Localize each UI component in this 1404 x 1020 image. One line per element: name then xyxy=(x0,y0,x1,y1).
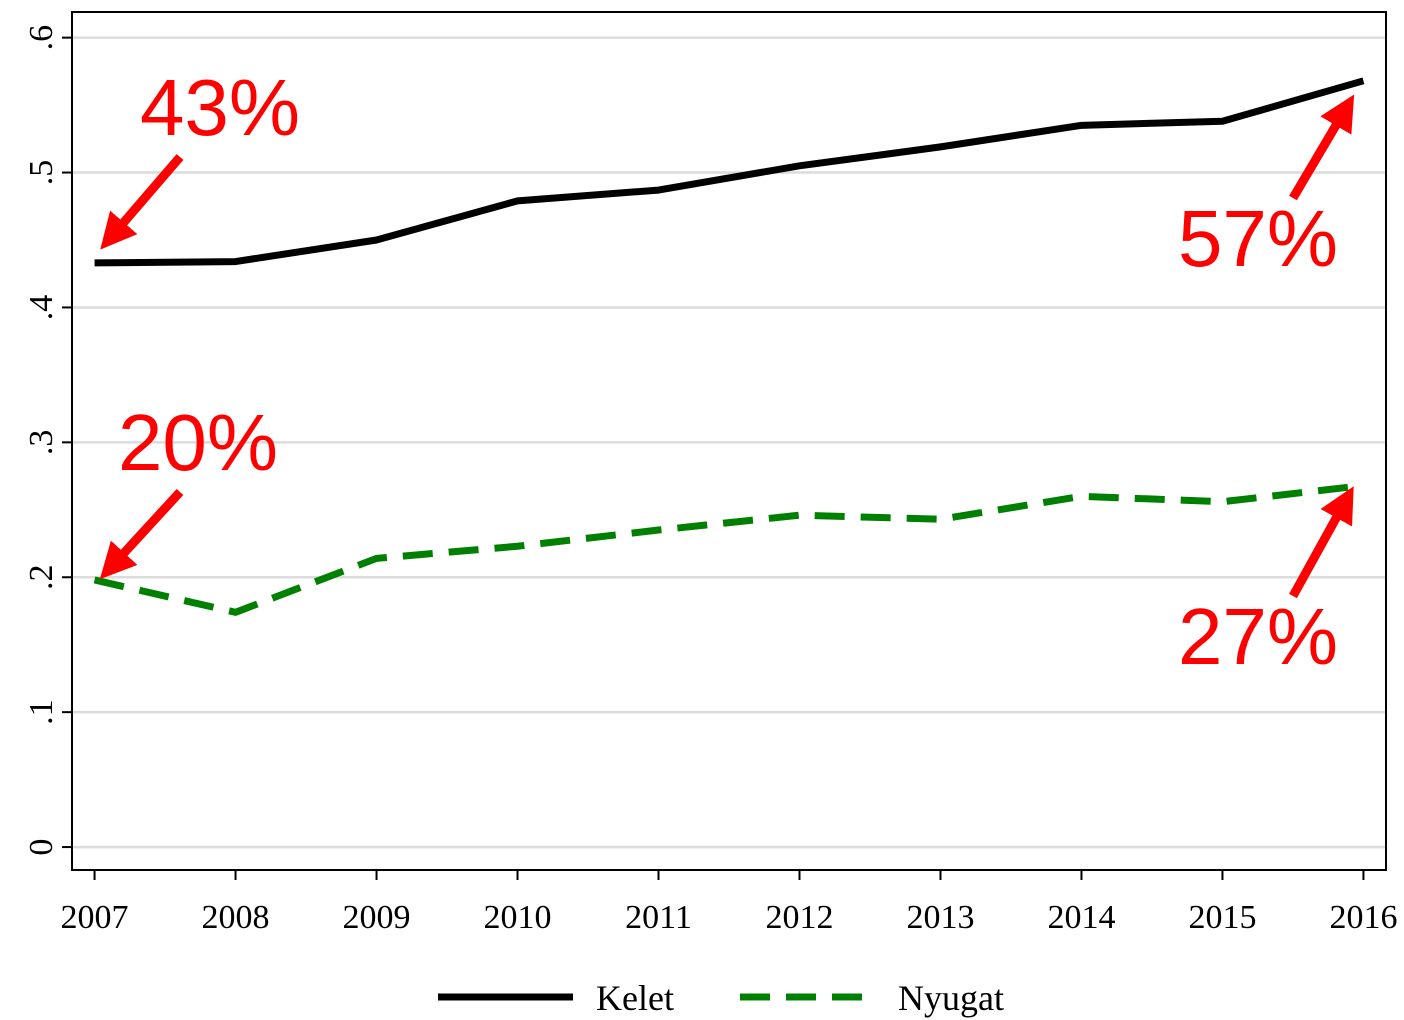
y-tick-label: .2 xyxy=(23,565,60,591)
annotation: 57% xyxy=(1178,194,1338,283)
y-tick-label: .1 xyxy=(23,699,60,725)
y-tick-label: 0 xyxy=(23,839,60,856)
y-tick-label: .4 xyxy=(23,295,60,321)
x-tick-label: 2010 xyxy=(484,899,552,936)
y-tick-label: .6 xyxy=(23,25,60,51)
series-line xyxy=(94,77,1365,267)
x-tick-label: 2015 xyxy=(1188,899,1256,936)
annotation: 43% xyxy=(140,63,300,152)
annotation-arrow xyxy=(1289,94,1355,201)
x-tick-label: 2008 xyxy=(202,899,270,936)
annotation-arrow xyxy=(100,154,184,250)
y-tick-label: .5 xyxy=(23,160,60,186)
x-tick-label: 2016 xyxy=(1329,899,1397,936)
x-tick-label: 2009 xyxy=(343,899,411,936)
x-tick-label: 2012 xyxy=(765,899,833,936)
legend-label: Nyugat xyxy=(898,978,1004,1018)
series-line xyxy=(93,482,1364,616)
annotation-arrow xyxy=(1289,486,1354,599)
annotation: 27% xyxy=(1178,592,1338,681)
x-tick-label: 2011 xyxy=(625,899,692,936)
annotation: 20% xyxy=(118,398,278,487)
legend-label: Kelet xyxy=(596,978,674,1018)
y-tick-label: .3 xyxy=(23,430,60,456)
plot-frame xyxy=(71,11,1387,871)
x-tick-label: 2007 xyxy=(61,899,129,936)
x-tick-label: 2014 xyxy=(1047,899,1115,936)
x-tick-label: 2013 xyxy=(906,899,974,936)
annotation-arrow xyxy=(99,488,184,580)
